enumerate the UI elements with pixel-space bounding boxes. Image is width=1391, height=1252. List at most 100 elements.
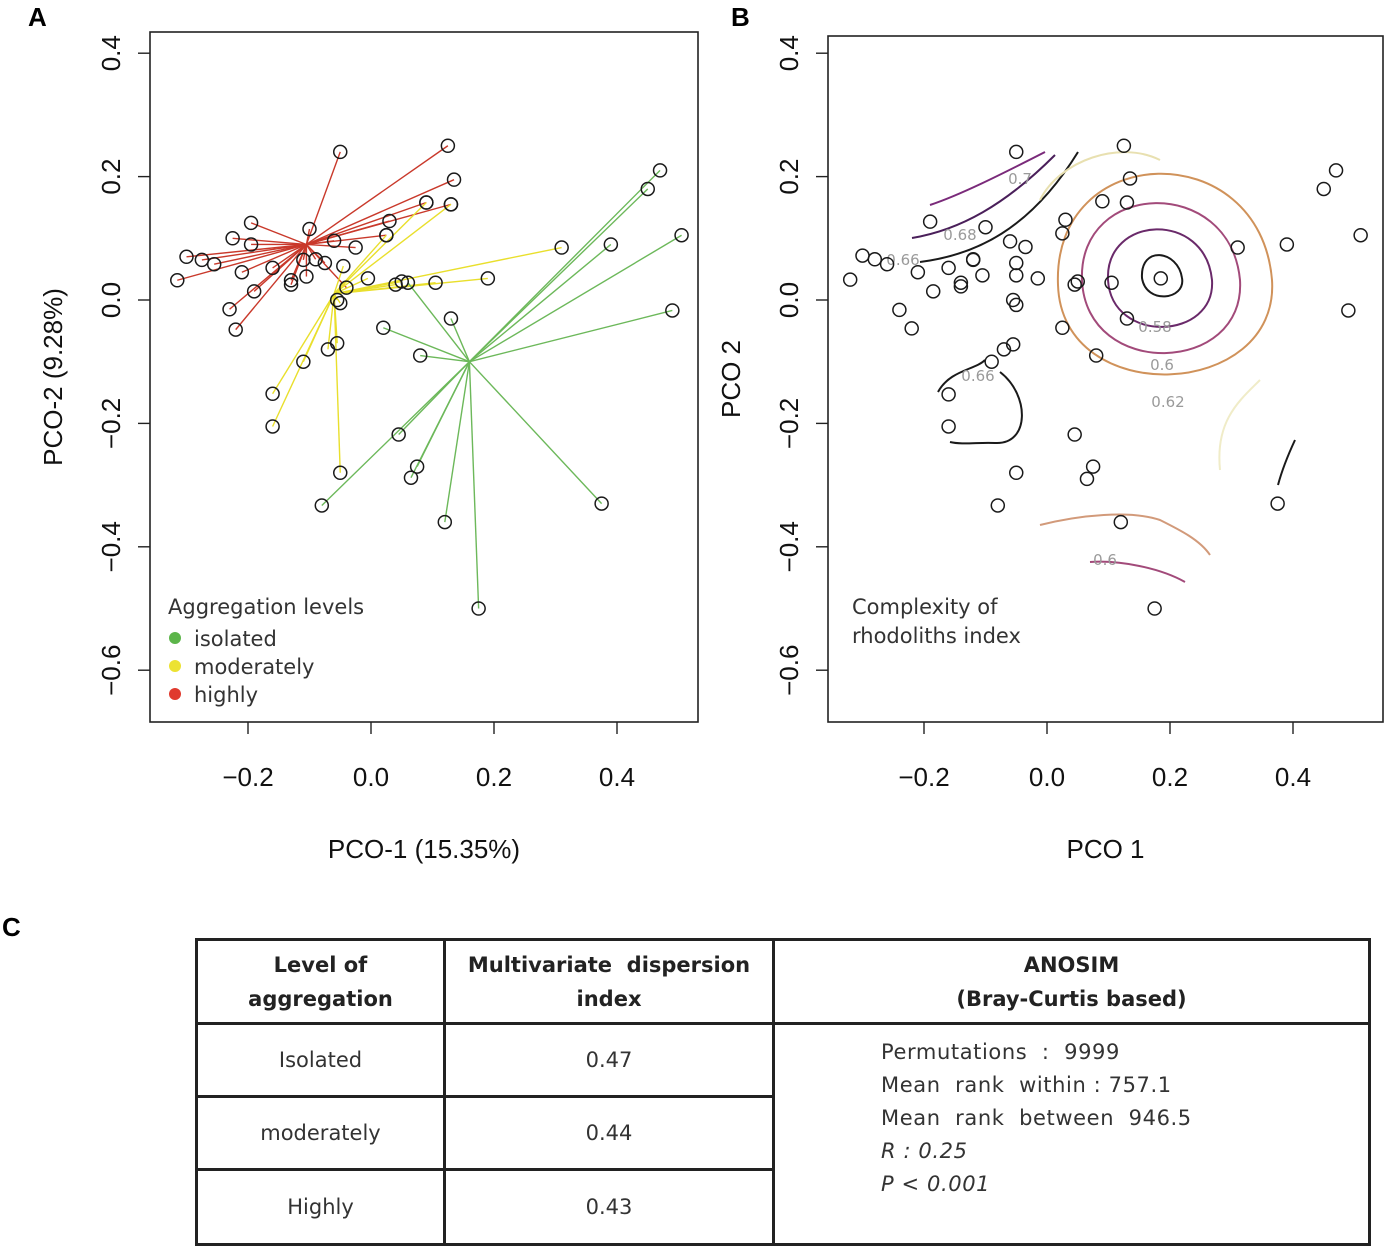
data-point <box>1095 194 1110 209</box>
table-header-rule <box>195 1022 1371 1025</box>
table-border-bottom <box>195 1243 1371 1246</box>
data-point-highly <box>333 144 348 160</box>
data-point <box>1122 171 1138 186</box>
data-point <box>842 272 858 287</box>
header-level-line1: Level of <box>273 952 368 977</box>
data-point <box>1085 459 1101 474</box>
data-point <box>1009 255 1024 271</box>
panel-a-spokes <box>177 145 682 609</box>
data-point-moderately <box>265 386 280 402</box>
contour-label: 0.68 <box>943 226 976 244</box>
legend-marker-isolated <box>169 632 181 644</box>
data-point <box>925 284 941 299</box>
anosim-permutations: Permutations : 9999 <box>881 1040 1120 1064</box>
panel-b-y-tick-label: 0.2 <box>774 159 804 195</box>
data-point-moderately <box>428 275 443 290</box>
panel-b-x-tick-label: 0.2 <box>1152 762 1188 792</box>
data-point <box>1341 303 1356 318</box>
data-point-highly <box>348 240 363 255</box>
spoke-moderately <box>272 293 335 395</box>
contour-0-70 <box>929 151 1046 206</box>
contour-bottom-1 <box>1039 513 1211 556</box>
spoke-highly <box>306 201 427 246</box>
anosim-rank-between: Mean rank between 946.5 <box>881 1106 1192 1130</box>
panel-letter-a: A <box>28 2 47 32</box>
spoke-isolated <box>468 361 480 609</box>
panel-a-y-tick-label: 0.2 <box>96 159 126 195</box>
spoke-isolated <box>420 354 470 363</box>
data-point-highly <box>170 273 185 288</box>
contour-label: 0.66 <box>961 367 994 385</box>
panel-a-x-axis-label: PCO-1 (15.35%) <box>328 834 520 864</box>
panel-b-y-axis-label: PCO 2 <box>716 340 746 418</box>
contour-0-56 <box>1140 254 1184 298</box>
data-point <box>1009 465 1024 481</box>
legend-label-isolated: isolated <box>194 627 277 651</box>
data-point-highly <box>302 221 317 237</box>
data-point-isolated <box>665 303 680 318</box>
legend-marker-highly <box>169 688 181 700</box>
data-point <box>965 252 981 267</box>
contour-label: 0.58 <box>1138 318 1171 336</box>
data-point <box>1104 275 1119 290</box>
panel-b-y-tick-label: −0.4 <box>774 521 804 572</box>
chart-panel-a: −0.2 0.0 0.2 0.4 −0.6 −0.4 −0.2 0.0 0.2 0.4 PCO-1 … <box>38 31 699 864</box>
data-point <box>996 342 1012 357</box>
spoke-highly <box>305 228 311 245</box>
spoke-highly <box>306 240 335 246</box>
data-point <box>1328 163 1344 178</box>
data-point <box>1088 348 1104 363</box>
data-point-isolated <box>409 459 425 474</box>
panel-a-y-tick-label: −0.2 <box>96 398 126 449</box>
data-point <box>1270 496 1285 511</box>
data-point <box>1009 268 1024 283</box>
data-point-isolated <box>640 181 655 197</box>
data-point-highly <box>446 172 462 187</box>
spoke-highly <box>241 243 307 273</box>
data-point-isolated <box>437 514 453 530</box>
data-point-highly <box>234 264 250 280</box>
data-point <box>904 321 919 336</box>
data-point-moderately <box>554 240 569 255</box>
spoke-isolated <box>407 282 470 363</box>
spoke-moderately <box>333 293 341 304</box>
table-border-left <box>195 938 198 1246</box>
spoke-isolated <box>410 361 471 479</box>
spoke-moderately <box>333 203 452 295</box>
spoke-moderately <box>333 283 396 295</box>
data-point-highly <box>440 138 456 153</box>
panel-a-y-tick-label: −0.4 <box>96 521 126 572</box>
data-point <box>1002 234 1018 249</box>
spoke-highly <box>177 243 307 281</box>
spoke-isolated <box>450 318 471 362</box>
data-point-highly <box>382 213 397 229</box>
data-point <box>855 248 870 263</box>
data-point-highly <box>206 256 222 272</box>
panel-a-x-tick-label: 0.4 <box>599 762 635 792</box>
spoke-moderately <box>333 234 387 295</box>
data-point <box>1119 195 1135 210</box>
data-point <box>990 498 1006 513</box>
spoke-highly <box>253 243 307 292</box>
header-anosim-line2: (Bray-Curtis based) <box>956 986 1187 1011</box>
spoke-highly <box>306 179 455 246</box>
table-border-right <box>1368 938 1371 1246</box>
data-point <box>910 264 926 280</box>
data-point <box>1058 212 1073 228</box>
contour-0-66-loop <box>949 371 1023 445</box>
row-isolated-value: 0.47 <box>585 1048 633 1072</box>
legend-label-highly: highly <box>194 683 258 707</box>
data-point-moderately <box>336 258 351 274</box>
spoke-isolated <box>383 327 470 363</box>
data-point <box>1279 237 1295 252</box>
data-point <box>1005 337 1021 352</box>
contour-0-66-top <box>919 151 1079 263</box>
spoke-highly <box>232 237 307 246</box>
row-highly-value: 0.43 <box>585 1195 633 1219</box>
data-point <box>922 214 938 229</box>
spoke-moderately <box>271 293 335 427</box>
spoke-isolated <box>468 188 649 363</box>
data-point-highly <box>308 252 323 267</box>
data-point-moderately <box>443 197 459 212</box>
data-point <box>984 354 999 369</box>
